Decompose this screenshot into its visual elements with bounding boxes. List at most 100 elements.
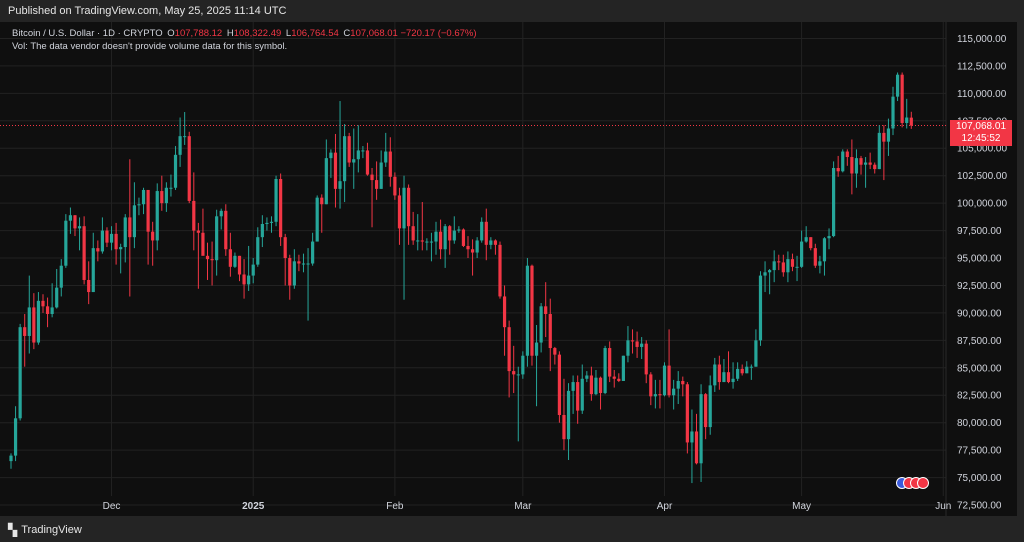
candle bbox=[470, 239, 475, 276]
candle-body bbox=[402, 187, 406, 229]
high-value: 108,322.49 bbox=[233, 28, 282, 39]
candle bbox=[388, 137, 392, 187]
candle-body bbox=[365, 150, 370, 175]
candle bbox=[832, 161, 836, 238]
candle bbox=[585, 371, 589, 383]
candle-body bbox=[466, 245, 470, 250]
candle-body bbox=[653, 394, 657, 397]
candle-body bbox=[525, 265, 530, 356]
x-tick-label: May bbox=[792, 501, 811, 512]
candle bbox=[512, 345, 516, 394]
candle bbox=[745, 361, 749, 374]
candle-body bbox=[352, 159, 356, 163]
y-tick-label: 72,500.00 bbox=[957, 501, 1002, 512]
candle bbox=[173, 146, 178, 190]
candle bbox=[306, 248, 310, 321]
candle bbox=[55, 269, 59, 309]
candle-body bbox=[210, 259, 214, 261]
candle bbox=[429, 232, 434, 262]
candle-body bbox=[187, 136, 191, 201]
candle bbox=[292, 249, 296, 289]
candle bbox=[909, 111, 913, 129]
candle bbox=[370, 168, 374, 228]
candle bbox=[690, 409, 694, 484]
candle bbox=[498, 241, 502, 299]
candle-body bbox=[498, 244, 502, 297]
candle-body bbox=[781, 262, 785, 273]
candle-body bbox=[713, 364, 717, 386]
candle bbox=[393, 172, 397, 200]
candle-body bbox=[370, 174, 374, 181]
candle-body bbox=[324, 158, 328, 205]
candle bbox=[169, 174, 173, 197]
candle bbox=[201, 208, 205, 256]
candle-body bbox=[612, 376, 616, 379]
candle-body bbox=[306, 263, 310, 265]
open-label: O bbox=[167, 28, 175, 39]
open-value: 107,788.12 bbox=[174, 28, 223, 39]
candle bbox=[813, 243, 817, 268]
candle-body bbox=[297, 261, 301, 264]
candle bbox=[361, 146, 365, 159]
x-tick-label: Apr bbox=[657, 501, 673, 512]
high-label: H bbox=[226, 28, 234, 39]
candle bbox=[548, 298, 552, 372]
candle bbox=[841, 149, 845, 173]
candle bbox=[279, 173, 283, 246]
candle bbox=[905, 98, 909, 129]
candle-body bbox=[822, 238, 827, 262]
candle-body bbox=[228, 249, 232, 267]
candle bbox=[269, 216, 274, 233]
candle bbox=[329, 149, 333, 178]
symbol-title: Bitcoin / U.S. Dollar · 1D · CRYPTO bbox=[12, 28, 163, 39]
candle bbox=[32, 293, 36, 350]
candle bbox=[608, 341, 612, 383]
candle-body bbox=[55, 287, 59, 308]
candle-body bbox=[151, 231, 155, 241]
candle bbox=[256, 227, 260, 267]
candle bbox=[809, 237, 813, 251]
candle bbox=[461, 228, 466, 248]
candle bbox=[338, 101, 342, 209]
candle bbox=[594, 369, 598, 396]
candle-body bbox=[818, 261, 822, 266]
candle bbox=[324, 139, 328, 205]
event-dot-icon[interactable] bbox=[917, 477, 929, 489]
candle-body bbox=[717, 364, 721, 383]
candle-body bbox=[722, 372, 726, 383]
candle bbox=[850, 139, 854, 195]
candle bbox=[662, 362, 667, 397]
candle-body bbox=[708, 385, 712, 428]
tradingview-logo[interactable]: ▚ TradingView bbox=[8, 523, 82, 537]
candle-body bbox=[109, 233, 114, 243]
chart-area[interactable]: 115,000.00112,500.00110,000.00107,500.00… bbox=[0, 22, 1017, 516]
candle-body bbox=[772, 261, 776, 271]
candle-body bbox=[155, 191, 159, 241]
candle bbox=[68, 207, 73, 234]
candle-body bbox=[690, 431, 694, 443]
candle-body bbox=[461, 229, 466, 246]
candle bbox=[247, 245, 251, 291]
candle bbox=[128, 159, 132, 297]
candle-body bbox=[196, 230, 200, 233]
candle bbox=[192, 172, 196, 251]
candle bbox=[105, 227, 109, 248]
candle-body bbox=[644, 343, 648, 375]
candle-body bbox=[608, 348, 612, 377]
candle-body bbox=[434, 231, 438, 242]
candle-body bbox=[164, 187, 168, 204]
candle-body bbox=[23, 327, 27, 336]
candle-body bbox=[333, 152, 338, 189]
candle-body bbox=[589, 375, 593, 395]
candlestick-chart[interactable]: 115,000.00112,500.00110,000.00107,500.00… bbox=[0, 22, 1017, 516]
candle-body bbox=[813, 248, 817, 266]
candle-body bbox=[288, 258, 292, 286]
candle bbox=[676, 371, 680, 405]
candle bbox=[109, 226, 114, 251]
candle bbox=[183, 112, 187, 145]
published-note: Published on TradingView.com, May 25, 20… bbox=[8, 5, 287, 17]
event-markers[interactable] bbox=[896, 477, 929, 489]
candle-body bbox=[279, 178, 283, 238]
candle-body bbox=[41, 300, 45, 307]
candle-body bbox=[96, 248, 100, 252]
